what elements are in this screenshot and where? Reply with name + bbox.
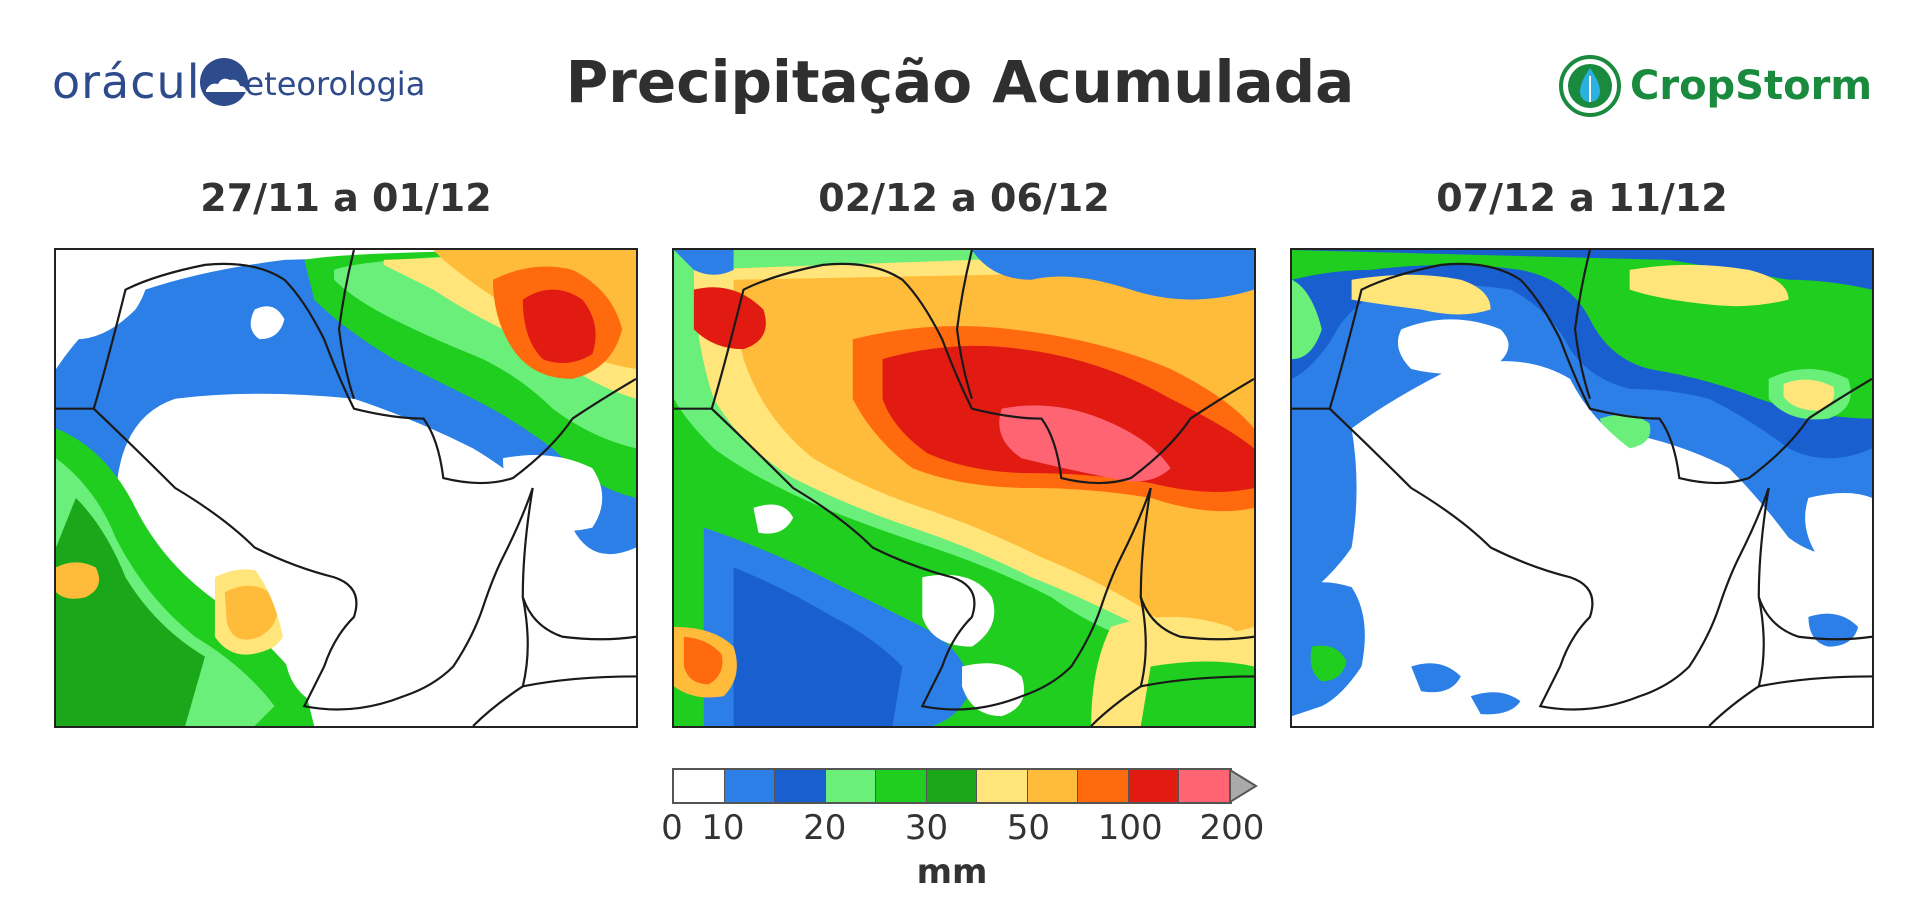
legend-bin-0 <box>674 770 725 802</box>
legend-unit: mm <box>916 852 988 892</box>
droplet-icon <box>1558 55 1621 117</box>
legend-bin-6 <box>977 770 1028 802</box>
panel-title-2: 02/12 a 06/12 <box>818 176 1110 220</box>
precip-legend: 0 10 20 30 50 100 200 mm <box>661 768 1272 892</box>
cropstorm-logo: CropStorm <box>1558 54 1872 118</box>
panel-title-3: 07/12 a 11/12 <box>1436 176 1728 220</box>
precip-map-1 <box>54 248 638 728</box>
legend-tick-label: 50 <box>1006 808 1050 848</box>
logo-text-a: orácul <box>52 55 201 109</box>
map-2-graphic <box>674 250 1254 726</box>
legend-tick-label: 200 <box>1199 808 1265 848</box>
map-3-graphic <box>1292 250 1872 726</box>
map-1-borders <box>56 250 636 726</box>
legend-bin-4 <box>876 770 927 802</box>
legend-bin-7 <box>1027 770 1079 802</box>
legend-bin-9 <box>1128 770 1180 802</box>
precip-map-3 <box>1290 248 1874 728</box>
logo-text-b: eteorologia <box>244 65 426 103</box>
legend-tick-label: 0 <box>661 808 683 848</box>
precip-map-2 <box>672 248 1256 728</box>
legend-tick-label: 100 <box>1097 808 1163 848</box>
map-3-borders <box>1292 250 1872 726</box>
legend-colorbar <box>672 768 1232 804</box>
legend-bin-2 <box>775 770 826 802</box>
legend-tick-label: 20 <box>803 808 847 848</box>
map-1-graphic <box>56 250 636 726</box>
panel-title-1: 27/11 a 01/12 <box>200 176 492 220</box>
legend-bin-5 <box>926 770 978 802</box>
legend-bin-8 <box>1078 770 1129 802</box>
map-2-borders <box>674 250 1254 726</box>
page-title: Precipitação Acumulada <box>565 48 1355 116</box>
cloud-sun-icon <box>200 58 249 106</box>
legend-tick-label: 10 <box>701 808 745 848</box>
brand-name: CropStorm <box>1629 63 1872 109</box>
legend-bin-10 <box>1179 770 1231 802</box>
legend-bin-3 <box>825 770 877 802</box>
legend-arrow-icon <box>1230 768 1258 804</box>
header: orácul eteorologia Precipitação Acumulad… <box>0 0 1920 150</box>
legend-bin-1 <box>724 770 776 802</box>
legend-tick-label: 30 <box>904 808 949 848</box>
oraculo-logo: orácul eteorologia <box>52 52 425 112</box>
